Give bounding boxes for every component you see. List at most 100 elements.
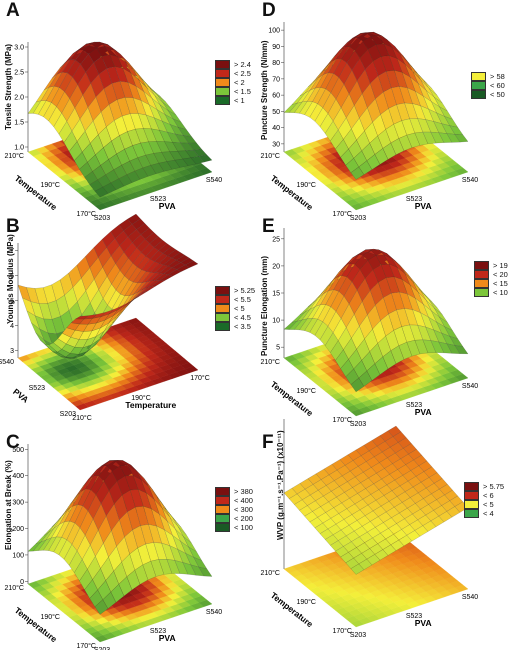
legend-swatch bbox=[215, 69, 230, 78]
z-tick-label: 100 bbox=[268, 28, 280, 35]
legend-item: < 50 bbox=[471, 90, 505, 99]
x-tick-label: 190°C bbox=[131, 394, 151, 402]
z-tick-label: 40 bbox=[272, 125, 280, 132]
surface-cell bbox=[198, 566, 213, 577]
z-axis-label: Elongation at Break (%) bbox=[4, 460, 13, 550]
y-tick-label: 170°C bbox=[332, 416, 352, 424]
legend-swatch bbox=[215, 514, 230, 523]
x-axis-label: PVA bbox=[159, 201, 176, 211]
z-tick-label: 2.5 bbox=[14, 70, 24, 77]
z-tick-label: 90 bbox=[272, 44, 280, 51]
legend-item: < 4 bbox=[464, 509, 504, 518]
y-tick-label: S203 bbox=[60, 411, 76, 418]
x-tick-label: S540 bbox=[462, 594, 478, 601]
legend-swatch bbox=[215, 487, 230, 496]
legend-item: < 3.5 bbox=[215, 322, 255, 331]
legend-swatch bbox=[474, 279, 489, 288]
surface-mesh bbox=[27, 460, 213, 615]
y-tick-label: 210°C bbox=[260, 152, 280, 160]
legend-item: < 1.5 bbox=[215, 87, 251, 96]
z-axis: 3 4 5 6 7 bbox=[10, 243, 19, 358]
x-axis-label: PVA bbox=[415, 618, 432, 628]
x-tick-label: S540 bbox=[206, 177, 222, 184]
legend-swatch bbox=[215, 322, 230, 331]
x-tick-label: S523 bbox=[406, 613, 422, 620]
z-tick-label: 5 bbox=[276, 345, 280, 352]
surface-mesh bbox=[283, 32, 469, 180]
legend-item: < 300 bbox=[215, 505, 253, 514]
z-tick-label: 5 bbox=[10, 298, 14, 305]
surface-chart-a: 1.0 1.5 2.0 2.5 3.0 S203 S523 S540 PVA 170°C 190°C… bbox=[4, 41, 222, 222]
z-tick-label: 20 bbox=[272, 263, 280, 270]
panel-e: 5 10 15 20 25 S203 S523 S540 PVA 170°C 190°C 210°C T… bbox=[256, 216, 512, 432]
y-tick-label: 170°C bbox=[332, 210, 352, 218]
x-axis-label: PVA bbox=[159, 633, 176, 643]
z-tick-label: 300 bbox=[12, 500, 24, 507]
z-tick-label: 4 bbox=[10, 323, 14, 330]
legend-swatch bbox=[464, 482, 479, 491]
z-tick-label: 25 bbox=[272, 236, 280, 243]
panel-a: 1.0 1.5 2.0 2.5 3.0 S203 S523 S540 PVA 170°C 190°C… bbox=[0, 0, 256, 222]
legend: > 380 < 400 < 300 < 200 < 100 bbox=[215, 487, 253, 532]
legend-item: < 5 bbox=[215, 304, 255, 313]
y-tick-label: 190°C bbox=[40, 181, 60, 189]
floor-projection bbox=[17, 317, 199, 411]
z-axis: 1.0 1.5 2.0 2.5 3.0 bbox=[14, 42, 29, 152]
legend-item: > 58 bbox=[471, 72, 505, 81]
legend-item: > 5.25 bbox=[215, 286, 255, 295]
z-axis: 5 10 15 20 25 bbox=[272, 228, 285, 358]
legend-swatch bbox=[474, 270, 489, 279]
x-axis-label: PVA bbox=[415, 407, 432, 417]
legend-item: < 5 bbox=[464, 500, 504, 509]
y-tick-label: 210°C bbox=[4, 584, 24, 592]
legend: > 5.25 < 5.5 < 5 < 4.5 < 3.5 bbox=[215, 286, 255, 331]
legend-item: < 4.5 bbox=[215, 313, 255, 322]
z-axis: 30 40 50 60 70 80 90 100 bbox=[268, 22, 285, 152]
z-tick-label: 70 bbox=[272, 76, 280, 83]
z-tick-label: 80 bbox=[272, 60, 280, 67]
y-tick-label: S540 bbox=[0, 359, 14, 366]
legend-item: > 5.75 bbox=[464, 482, 504, 491]
z-tick-label: 6 bbox=[10, 273, 14, 280]
legend-swatch bbox=[215, 505, 230, 514]
legend-swatch bbox=[215, 78, 230, 87]
legend-item: < 2 bbox=[215, 78, 251, 87]
legend-item: < 60 bbox=[471, 81, 505, 90]
legend-swatch bbox=[215, 313, 230, 322]
panel-label: B bbox=[6, 216, 20, 237]
x-tick-label: S203 bbox=[350, 632, 366, 639]
y-tick-label: S523 bbox=[29, 385, 45, 392]
z-tick-label: 10 bbox=[272, 318, 280, 325]
x-tick-label: S203 bbox=[350, 421, 366, 428]
legend-item: < 100 bbox=[215, 523, 253, 532]
surface-mesh bbox=[27, 41, 213, 198]
z-axis: 0 100 200 300 400 500 bbox=[12, 444, 29, 586]
legend: > 5.75 < 6 < 5 < 4 bbox=[464, 482, 504, 518]
legend-swatch bbox=[215, 96, 230, 105]
legend-swatch bbox=[215, 295, 230, 304]
surface-cell bbox=[454, 134, 469, 143]
legend-item: > 19 bbox=[474, 261, 508, 270]
z-tick-label: 7 bbox=[10, 248, 14, 255]
z-tick-label: 200 bbox=[12, 526, 24, 533]
x-tick-label: S523 bbox=[150, 628, 166, 635]
x-tick-label: S203 bbox=[350, 215, 366, 222]
z-tick-label: 50 bbox=[272, 109, 280, 116]
legend-swatch bbox=[215, 523, 230, 532]
legend-swatch bbox=[471, 72, 486, 81]
panel-label: F bbox=[262, 432, 274, 453]
y-axis-label: Temperature bbox=[269, 590, 315, 629]
x-tick-label: S203 bbox=[94, 215, 110, 222]
y-tick-label: 170°C bbox=[332, 627, 352, 635]
legend-item: < 2.5 bbox=[215, 69, 251, 78]
legend-swatch bbox=[471, 90, 486, 99]
surface-chart-c: 0 100 200 300 400 500 S203 S523 S540 PVA 170°C 190°… bbox=[4, 444, 222, 650]
legend-swatch bbox=[474, 288, 489, 297]
z-axis-label: Young's Modulus (MPa) bbox=[6, 234, 15, 324]
surface-cell bbox=[198, 154, 213, 163]
legend-swatch bbox=[215, 87, 230, 96]
legend: > 2.4 < 2.5 < 2 < 1.5 < 1 bbox=[215, 60, 251, 105]
y-tick-label: 210°C bbox=[260, 569, 280, 577]
legend-item: < 6 bbox=[464, 491, 504, 500]
legend-swatch bbox=[471, 81, 486, 90]
